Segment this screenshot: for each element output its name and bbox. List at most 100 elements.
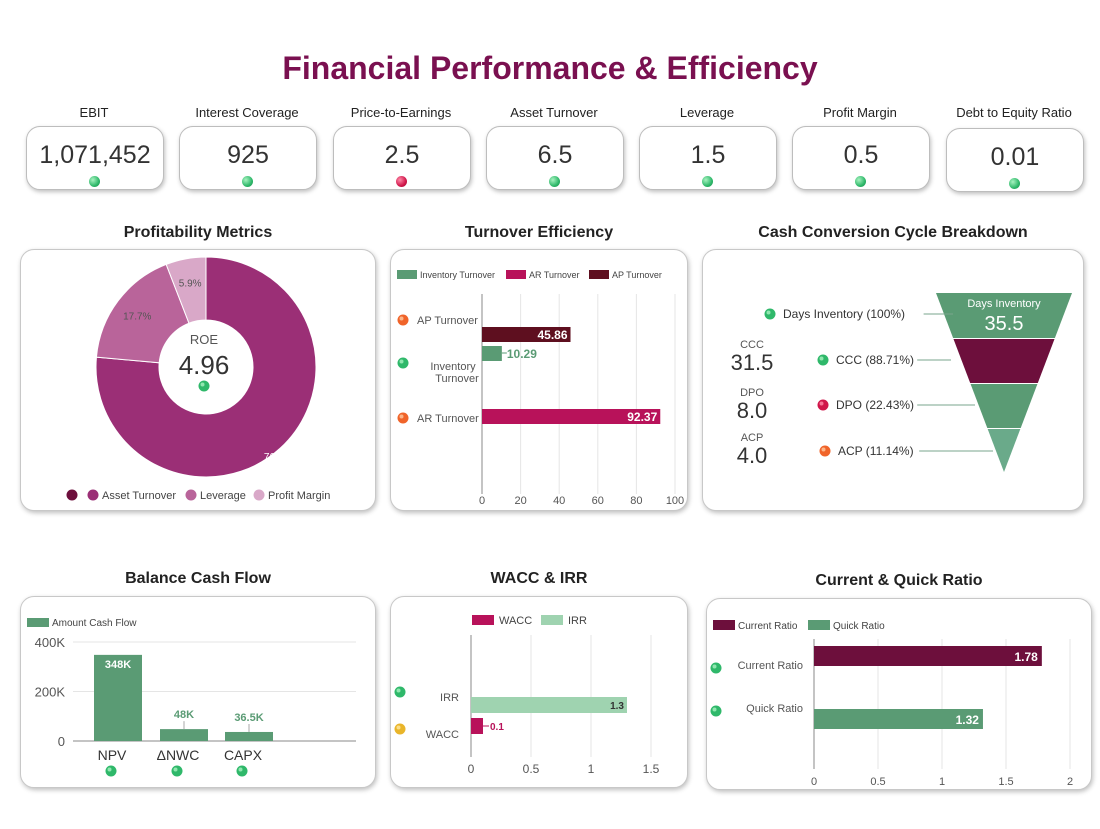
kpi-card: 925 (179, 126, 317, 190)
x-category-label: CAPX (224, 747, 263, 763)
bar (482, 346, 502, 361)
row-label: WACC (426, 729, 459, 741)
legend-swatch (253, 489, 265, 501)
kpi-value: 6.5 (537, 141, 573, 169)
y-tick-label: 400K (35, 635, 66, 650)
x-tick-label: 40 (553, 495, 565, 507)
row-label: IRR (440, 692, 459, 704)
profitability-panel: 76.5% 17.7% 5.9% ROE 4.96 Asset Turnover Lever… (20, 249, 376, 511)
roe-status-dot-shine (200, 382, 205, 387)
bar (471, 718, 483, 734)
wacc-panel: WACC IRR 0 0.5 1 1.5 IRR WACC 1.3 0.1 (390, 596, 688, 788)
legend-swatch (589, 270, 609, 279)
legend-label: Amount Cash Flow (52, 618, 137, 629)
kpi-value: 925 (227, 141, 269, 169)
bar (471, 697, 627, 713)
bar (482, 327, 571, 342)
row-status-dot (397, 357, 409, 369)
kpi-value: 0.01 (990, 143, 1040, 171)
legend-swatch (506, 270, 526, 279)
ccc-stat-value: 4.0 (737, 443, 768, 468)
kpi-value: 1,071,452 (39, 141, 151, 169)
legend-swatch (808, 620, 830, 630)
x-tick-label: 1 (939, 776, 945, 788)
bar-value-label: 36.5K (234, 712, 263, 724)
bar (482, 409, 661, 424)
cashflow-bar-chart: Amount Cash Flow 0 200K 400K 348K NPV 48K ΔNWC 3… (27, 618, 356, 777)
legend-label: WACC (499, 615, 532, 627)
row-status-dot (397, 314, 409, 326)
profitability-donut-chart: 76.5% 17.7% 5.9% ROE 4.96 Asset Turnover Lever… (66, 256, 330, 502)
x-tick-label: 60 (592, 495, 604, 507)
category-status-dot (105, 765, 117, 777)
stage-status-dot (817, 354, 829, 366)
legend-label: Inventory Turnover (420, 270, 495, 280)
roe-label: ROE (190, 332, 219, 347)
legend-swatch (713, 620, 735, 630)
kpi-label: Price-to-Earnings (350, 105, 452, 120)
row-label: AR Turnover (417, 413, 479, 425)
donut-slice (95, 256, 317, 478)
funnel-segment (987, 429, 1021, 472)
stage-label: CCC (88.71%) (836, 353, 914, 367)
row-status-dot (394, 686, 406, 698)
x-category-label: NPV (98, 747, 127, 763)
kpi-card: 0.5 (792, 126, 930, 190)
kpi-card: 2.5 (333, 126, 471, 190)
funnel-top-value: 35.5 (985, 313, 1024, 335)
x-tick-label: 0 (468, 762, 475, 776)
kpi-label: Leverage (679, 105, 735, 120)
stage-status-dot-shine (819, 401, 824, 406)
x-tick-label: 0 (479, 495, 485, 507)
stage-status-dot-shine (766, 310, 771, 315)
legend-label: Asset Turnover (102, 490, 176, 502)
kpi-card: 1.5 (639, 126, 777, 190)
row-status-dot-shine (712, 664, 717, 669)
x-tick-label: 1.5 (998, 776, 1013, 788)
stage-label: ACP (11.14%) (838, 444, 914, 458)
donut-slice (165, 256, 207, 324)
x-tick-label: 0.5 (523, 762, 540, 776)
bar-value-label: 0.1 (490, 722, 504, 733)
legend-label: Profit Margin (268, 490, 330, 502)
kpi-value: 0.5 (843, 141, 879, 169)
row-label: AP Turnover (417, 315, 478, 327)
row-label: Turnover (435, 373, 479, 385)
bar (225, 731, 273, 741)
x-tick-label: 100 (666, 495, 684, 507)
legend-label: Quick Ratio (833, 621, 885, 632)
kpi-label: Debt to Equity Ratio (956, 105, 1072, 120)
x-tick-label: 20 (514, 495, 526, 507)
kpi-label: EBIT (79, 105, 109, 120)
stage-status-dot-shine (819, 356, 824, 361)
stage-status-dot-shine (821, 447, 826, 452)
kpi-status-dot (855, 176, 866, 187)
page-title: Financial Performance & Efficiency (282, 50, 818, 86)
legend-label: Current Ratio (738, 621, 798, 632)
kpi-status-dot (702, 176, 713, 187)
row-status-dot-shine (396, 688, 401, 693)
legend-swatch (27, 618, 49, 627)
legend-label: Leverage (200, 490, 246, 502)
kpi-label: Profit Margin (823, 105, 897, 120)
funnel-segment (970, 384, 1038, 428)
legend-swatch (66, 489, 78, 501)
bar-value-label: 92.37 (627, 410, 657, 424)
donut-slice-label: 76.5% (264, 452, 292, 463)
bar (814, 646, 1042, 666)
funnel-top-label: Days Inventory (967, 298, 1041, 310)
ccc-stat-value: 31.5 (731, 350, 774, 375)
x-tick-label: 80 (630, 495, 642, 507)
row-status-dot-shine (399, 359, 404, 364)
x-tick-label: 1.5 (643, 762, 660, 776)
stage-status-dot (819, 445, 831, 457)
cashflow-title: Balance Cash Flow (125, 570, 271, 587)
legend-swatch (87, 489, 99, 501)
kpi-card: 6.5 (486, 126, 624, 190)
kpi-value: 1.5 (690, 141, 726, 169)
row-status-dot-shine (399, 414, 404, 419)
row-status-dot (394, 723, 406, 735)
x-tick-label: 1 (588, 762, 595, 776)
profitability-title: Profitability Metrics (123, 224, 273, 241)
stage-label: Days Inventory (100%) (783, 307, 905, 321)
